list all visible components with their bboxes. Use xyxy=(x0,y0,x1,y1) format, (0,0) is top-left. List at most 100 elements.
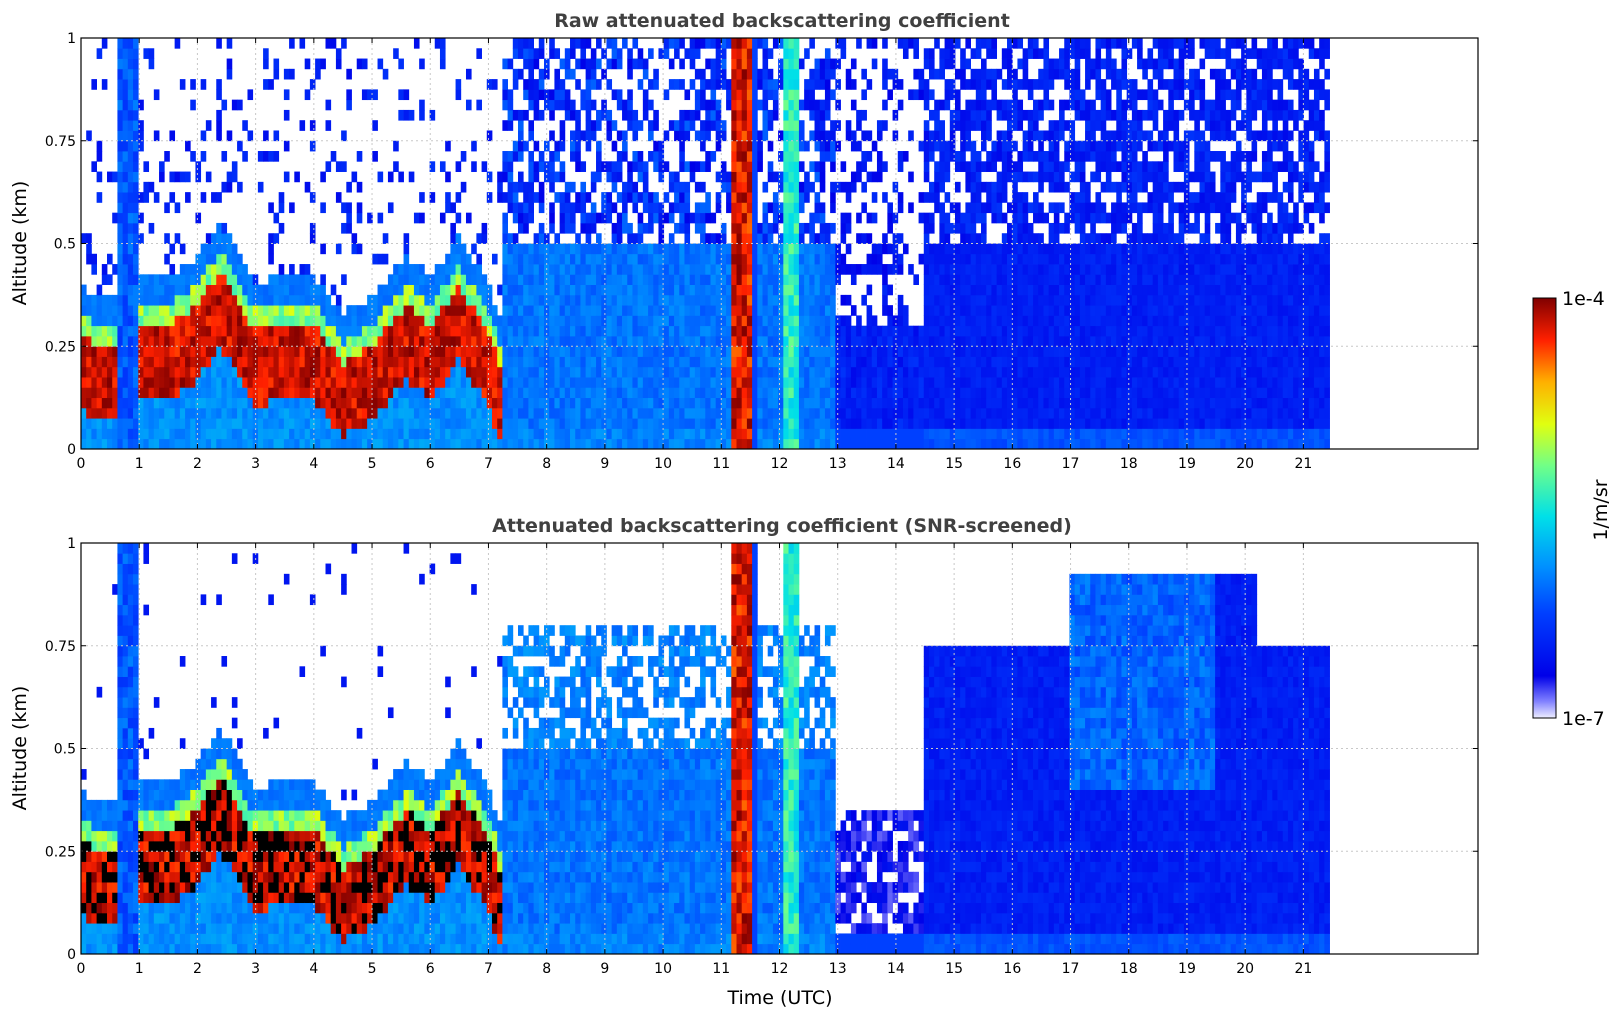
heatmap-cell xyxy=(133,99,139,111)
heatmap-cell xyxy=(902,366,909,378)
heatmap-cell xyxy=(439,438,446,450)
heatmap-cell xyxy=(138,346,144,357)
heatmap-cell xyxy=(1017,243,1024,255)
heatmap-cell xyxy=(419,397,425,409)
heatmap-cell xyxy=(965,325,971,337)
heatmap-cell xyxy=(934,366,940,378)
heatmap-cell xyxy=(965,243,971,255)
heatmap-cell xyxy=(382,428,389,440)
heatmap-cell xyxy=(850,387,857,399)
heatmap-cell xyxy=(278,325,285,337)
heatmap-cell xyxy=(107,418,113,429)
heatmap-cell xyxy=(439,274,446,285)
heatmap-cell xyxy=(892,233,899,244)
heatmap-cell xyxy=(200,335,207,347)
heatmap-cell xyxy=(606,346,613,357)
heatmap-cell xyxy=(975,202,982,214)
heatmap-cell xyxy=(970,68,977,80)
heatmap-cell xyxy=(252,366,259,378)
heatmap-cell xyxy=(616,335,623,347)
heatmap-cell xyxy=(377,58,384,70)
heatmap-cell xyxy=(117,222,124,234)
heatmap-cell xyxy=(679,130,685,142)
heatmap-cell xyxy=(689,418,696,429)
heatmap-cell xyxy=(575,418,581,429)
heatmap-cell xyxy=(450,264,456,275)
heatmap-cell xyxy=(278,346,285,357)
heatmap-cell xyxy=(981,366,987,378)
heatmap-cell xyxy=(528,161,534,172)
heatmap-cell xyxy=(341,397,347,409)
heatmap-cell xyxy=(221,325,228,337)
heatmap-cell xyxy=(1033,356,1039,368)
heatmap-cell xyxy=(1001,58,1008,70)
heatmap-cell xyxy=(934,387,940,399)
heatmap-cell xyxy=(653,243,659,255)
heatmap-cell xyxy=(689,366,696,378)
heatmap-cell xyxy=(778,428,784,440)
heatmap-cell xyxy=(606,58,613,70)
heatmap-cell xyxy=(991,315,998,327)
heatmap-cell xyxy=(861,346,867,357)
heatmap-cell xyxy=(981,222,987,234)
heatmap-cell xyxy=(554,253,561,265)
heatmap-cell xyxy=(523,397,529,409)
heatmap-cell xyxy=(309,335,316,347)
heatmap-cell xyxy=(330,315,337,327)
heatmap-cell xyxy=(720,120,727,131)
heatmap-cell xyxy=(996,171,1003,183)
heatmap-cell xyxy=(523,58,529,70)
heatmap-cell xyxy=(991,99,998,111)
heatmap-cell xyxy=(1022,151,1029,162)
heatmap-cell xyxy=(367,407,373,419)
heatmap-cell xyxy=(518,171,524,183)
heatmap-cell xyxy=(387,438,394,450)
heatmap-cell xyxy=(596,274,602,285)
heatmap-cell xyxy=(549,356,555,368)
heatmap-cell xyxy=(674,356,680,368)
heatmap-cell xyxy=(408,418,415,429)
heatmap-cell xyxy=(746,418,753,429)
heatmap-cell xyxy=(226,325,233,337)
heatmap-cell xyxy=(871,325,878,337)
heatmap-cell xyxy=(169,397,176,409)
heatmap-cell xyxy=(1033,407,1039,419)
heatmap-cell xyxy=(788,264,795,275)
heatmap-cell xyxy=(814,305,821,316)
heatmap-cell xyxy=(653,212,659,224)
heatmap-cell xyxy=(434,264,441,275)
heatmap-cell xyxy=(939,438,945,450)
heatmap-cell xyxy=(715,346,722,357)
heatmap-cell xyxy=(642,253,649,265)
heatmap-cell xyxy=(736,212,743,224)
heatmap-cell xyxy=(616,315,623,327)
heatmap-cell xyxy=(257,151,264,162)
heatmap-cell xyxy=(377,315,384,327)
heatmap-cell xyxy=(778,315,784,327)
heatmap-cell xyxy=(112,325,118,337)
heatmap-cell xyxy=(767,140,774,152)
heatmap-cell xyxy=(606,315,613,327)
heatmap-cell xyxy=(122,58,129,70)
heatmap-cell xyxy=(549,274,555,285)
heatmap-cell xyxy=(694,181,701,193)
heatmap-cell xyxy=(882,428,888,440)
heatmap-cell xyxy=(861,264,867,275)
heatmap-cell xyxy=(637,294,644,306)
heatmap-cell xyxy=(554,274,561,285)
heatmap-cell xyxy=(263,284,269,296)
heatmap-cell xyxy=(341,161,347,172)
heatmap-cell xyxy=(679,274,685,285)
heatmap-cell xyxy=(205,438,212,450)
heatmap-cell xyxy=(939,233,945,244)
heatmap-cell xyxy=(133,264,139,275)
heatmap-cell xyxy=(689,264,696,275)
heatmap-cell xyxy=(1027,428,1034,440)
heatmap-cell xyxy=(164,315,170,327)
heatmap-cell xyxy=(726,428,732,440)
heatmap-cell xyxy=(590,335,597,347)
heatmap-cell xyxy=(549,325,555,337)
heatmap-cell xyxy=(1022,346,1029,357)
heatmap-cell xyxy=(356,397,363,409)
heatmap-cell xyxy=(216,192,222,203)
